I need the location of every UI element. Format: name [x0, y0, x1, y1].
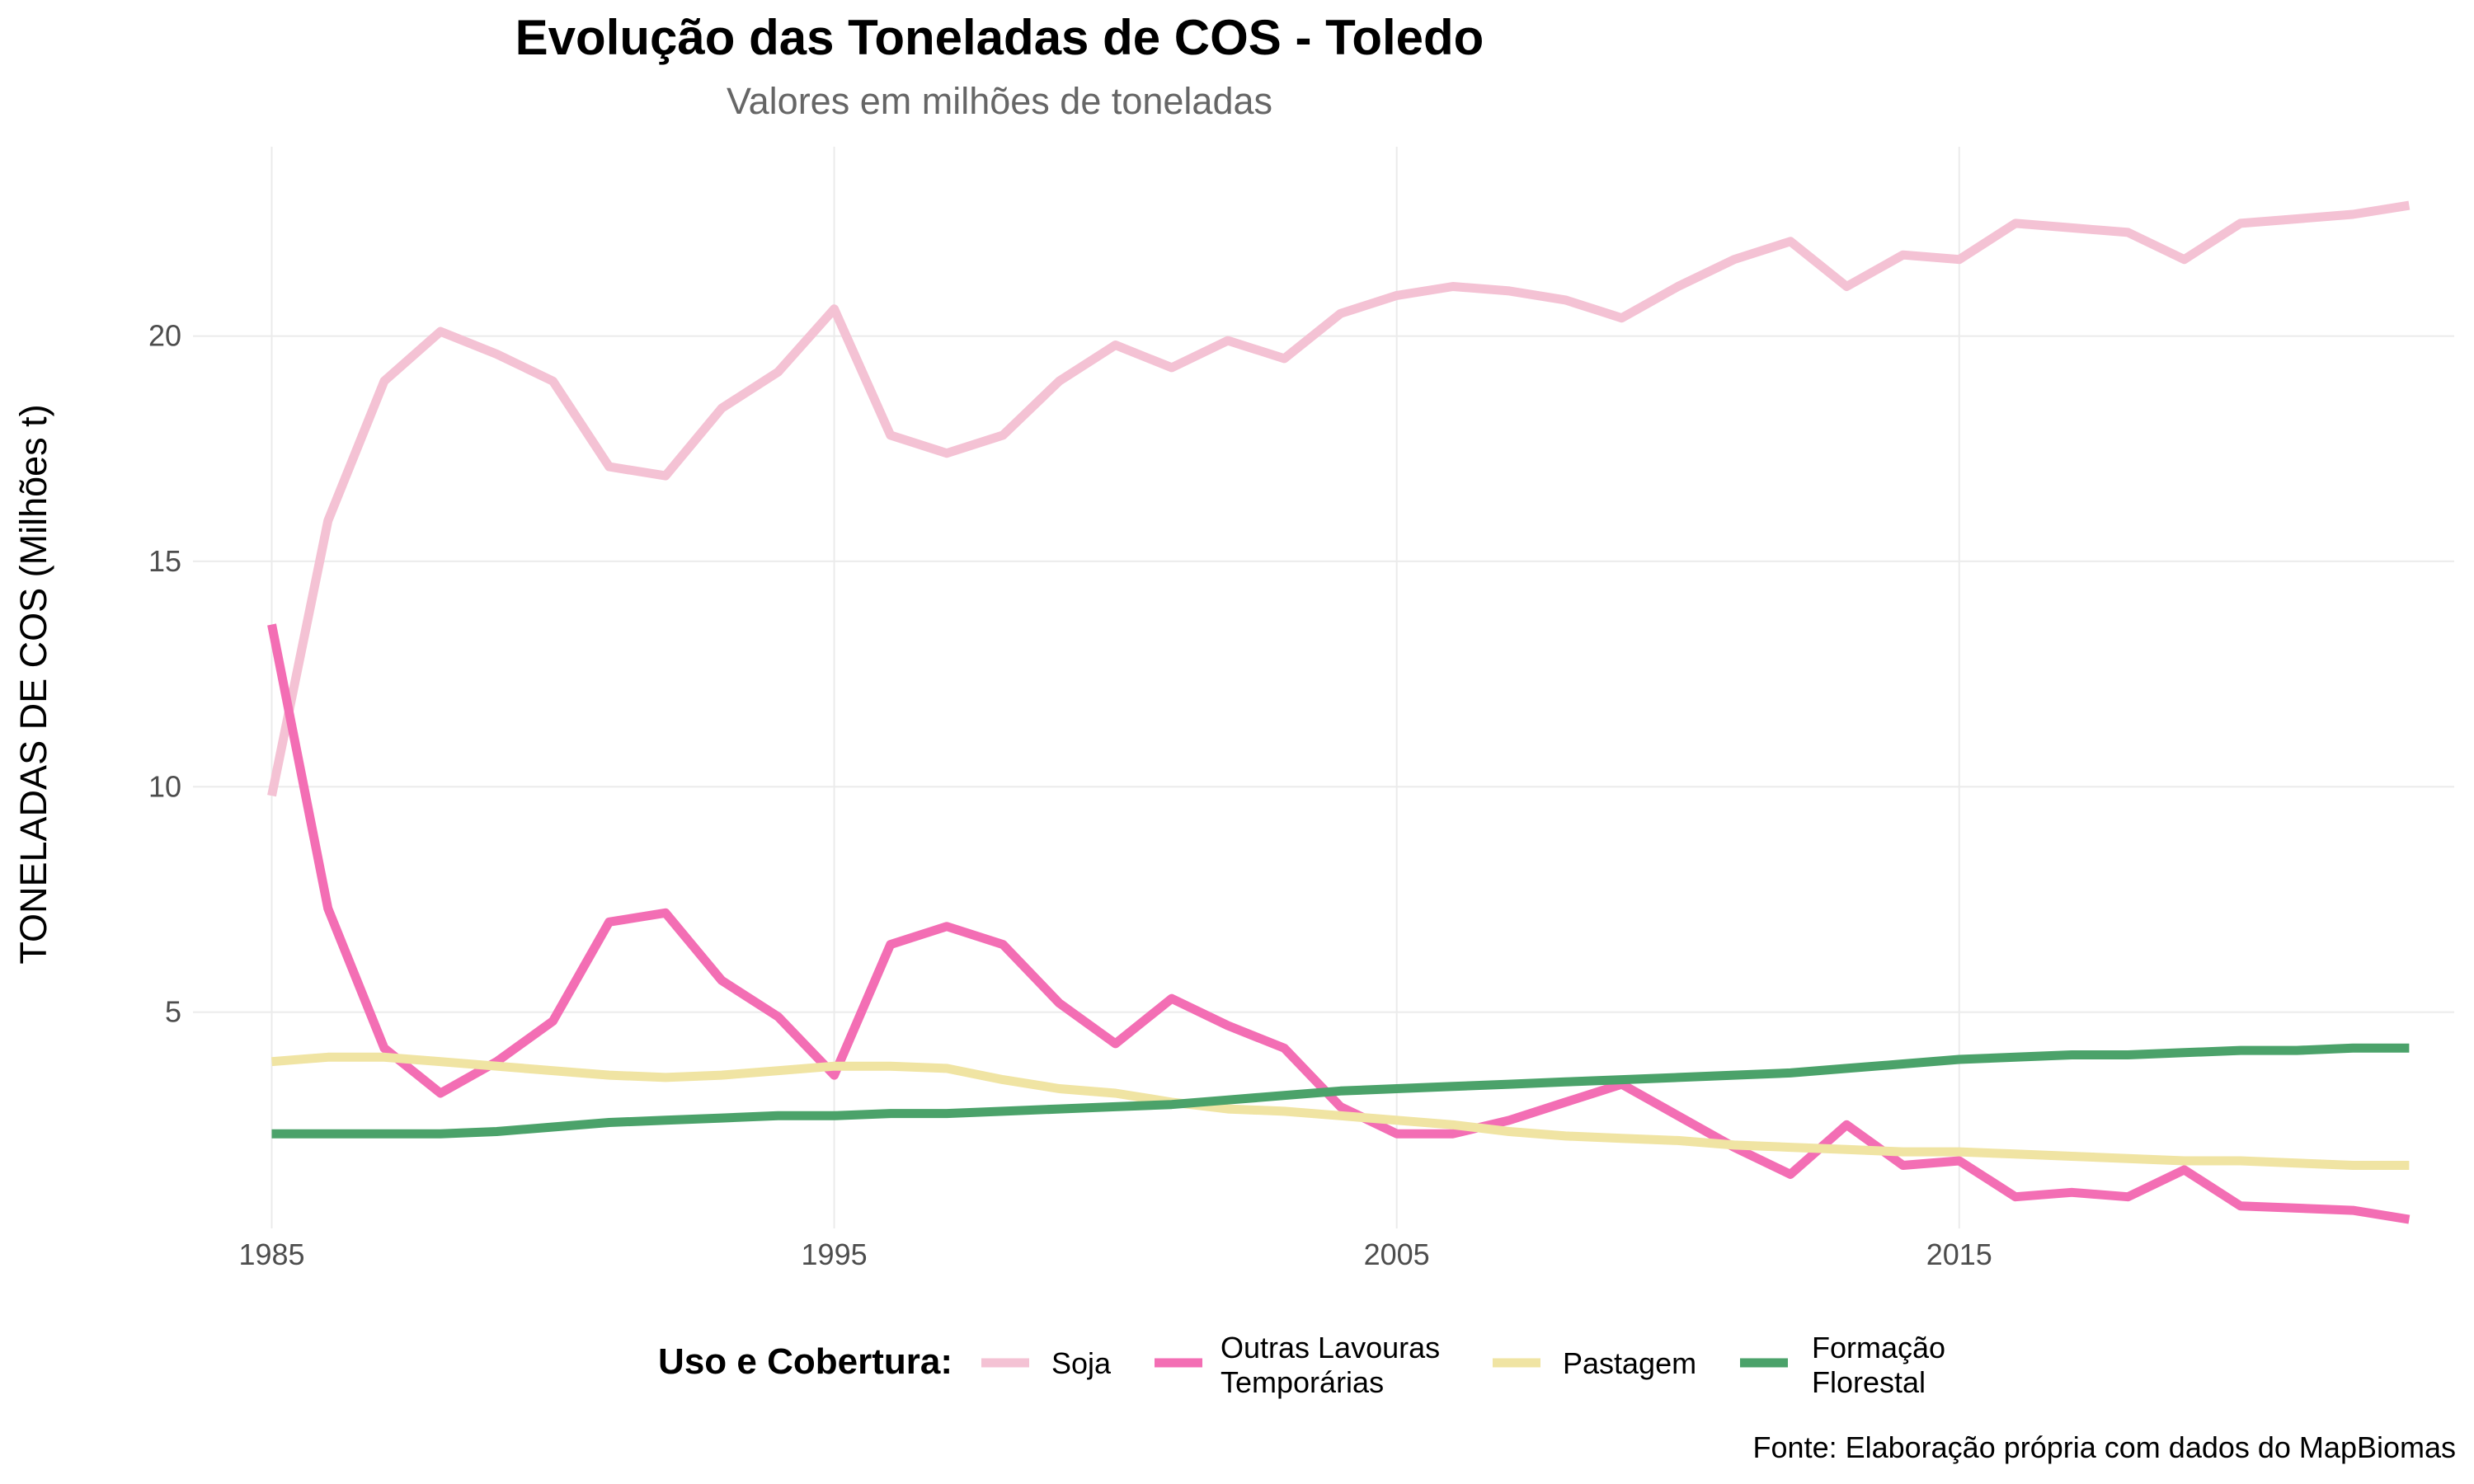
caption: Fonte: Elaboração própria com dados do M…: [1753, 1430, 2456, 1464]
x-tick-label: 2015: [1926, 1237, 1992, 1271]
x-tick-label: 1985: [238, 1237, 304, 1271]
y-tick-label: 20: [148, 319, 181, 353]
y-tick-label: 10: [148, 769, 181, 803]
legend-label-pastagem: Pastagem: [1563, 1346, 1696, 1380]
series-line-soja: [267, 200, 2411, 797]
x-tick-label: 2005: [1364, 1237, 1430, 1271]
x-axis: 1985 1995 2005 2015: [238, 1237, 1992, 1271]
series-line-outras-lavouras-temporarias: [267, 623, 2411, 1224]
grid: [193, 147, 2454, 1228]
chart-title: Evolução das Toneladas de COS - Toledo: [515, 10, 1484, 65]
legend-label-soja: Soja: [1051, 1346, 1112, 1380]
y-tick-label: 5: [165, 995, 181, 1029]
legend-label-outras-lavouras-temporarias: Outras Lavouras Temporárias: [1221, 1331, 1440, 1399]
legend-title: Uso e Cobertura:: [658, 1341, 952, 1382]
series-lines: [267, 200, 2411, 1224]
y-tick-label: 15: [148, 544, 181, 578]
y-axis: 5 10 15 20: [148, 319, 181, 1029]
chart-subtitle: Valores em milhões de toneladas: [727, 80, 1272, 122]
legend-label-formacao-florestal: Formação Florestal: [1812, 1331, 1945, 1399]
series-line-pastagem: [271, 1052, 2410, 1170]
y-axis-label: TONELADAS DE COS (Milhões t): [12, 404, 54, 964]
x-tick-label: 1995: [802, 1237, 868, 1271]
series-line-formacao-florestal: [271, 1043, 2410, 1139]
legend: Uso e Cobertura: Soja Outras Lavouras Temp…: [658, 1331, 1945, 1399]
